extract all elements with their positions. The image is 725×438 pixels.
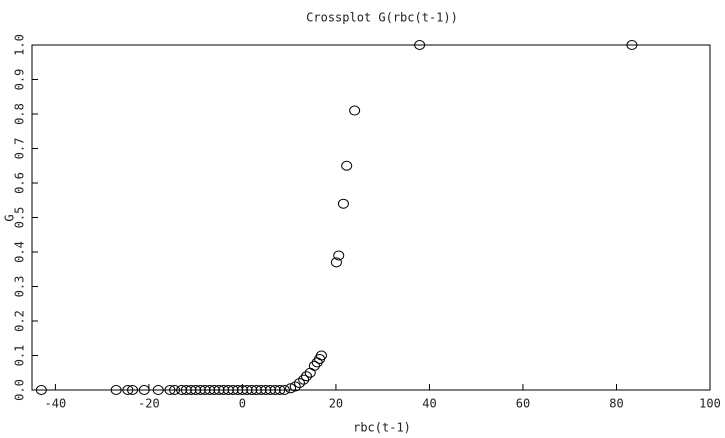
y-tick-label: 0.2 (13, 310, 27, 332)
point (35, 385, 47, 395)
y-tick-label: 0.6 (13, 172, 27, 194)
point (300, 371, 312, 382)
y-tick-label: 0.0 (13, 379, 27, 401)
y-axis-label: G (3, 214, 17, 221)
point (208, 385, 220, 395)
point (250, 385, 262, 395)
point (341, 160, 353, 171)
point (308, 360, 320, 371)
point (218, 385, 230, 395)
x-tick-label: 80 (609, 397, 623, 411)
point (127, 385, 139, 395)
point (227, 385, 239, 395)
point (180, 385, 192, 395)
point (274, 385, 286, 395)
point (190, 385, 202, 395)
point (138, 385, 150, 395)
point (337, 198, 349, 209)
x-tick-label: -40 (45, 397, 67, 411)
y-tick-label: 0.7 (13, 138, 27, 160)
plot-frame (31, 44, 711, 391)
point (185, 385, 197, 395)
y-tick-label: 0.3 (13, 276, 27, 298)
y-tick-label: 1.0 (13, 34, 27, 56)
point (176, 385, 188, 395)
y-tick-label: 0.1 (13, 345, 27, 367)
point (260, 385, 272, 395)
point (164, 385, 176, 395)
point (414, 40, 426, 50)
point (298, 374, 310, 385)
point (169, 385, 181, 395)
point (232, 385, 244, 395)
point (241, 385, 253, 395)
point (222, 385, 234, 395)
point (293, 378, 305, 389)
y-tick-label: 0.9 (13, 69, 27, 91)
point (349, 105, 361, 116)
point (199, 385, 211, 395)
y-tick-label: 0.5 (13, 207, 27, 229)
point (204, 385, 216, 395)
x-tick-label: 40 (422, 397, 436, 411)
x-tick-label: -20 (138, 397, 160, 411)
point (626, 40, 638, 50)
point (330, 257, 342, 268)
y-tick-label: 0.4 (13, 241, 27, 263)
x-tick-label: 100 (699, 397, 721, 411)
x-tick-label: 60 (516, 397, 530, 411)
point (289, 381, 301, 392)
point (278, 385, 290, 395)
point (246, 385, 258, 395)
x-tick-label: 0 (239, 397, 246, 411)
x-tick-label: 20 (329, 397, 343, 411)
point (264, 385, 276, 395)
x-axis-label: rbc(t-1) (353, 421, 411, 435)
point (194, 385, 206, 395)
point (269, 385, 281, 395)
point (213, 385, 225, 395)
chart-title: Crossplot G(rbc(t-1)) (306, 11, 458, 25)
point (333, 250, 345, 261)
point (152, 385, 164, 395)
point (315, 350, 327, 361)
point (110, 385, 122, 395)
y-tick-label: 0.8 (13, 103, 27, 125)
point (285, 383, 297, 394)
point (236, 385, 248, 395)
point (122, 385, 134, 395)
point (255, 385, 267, 395)
